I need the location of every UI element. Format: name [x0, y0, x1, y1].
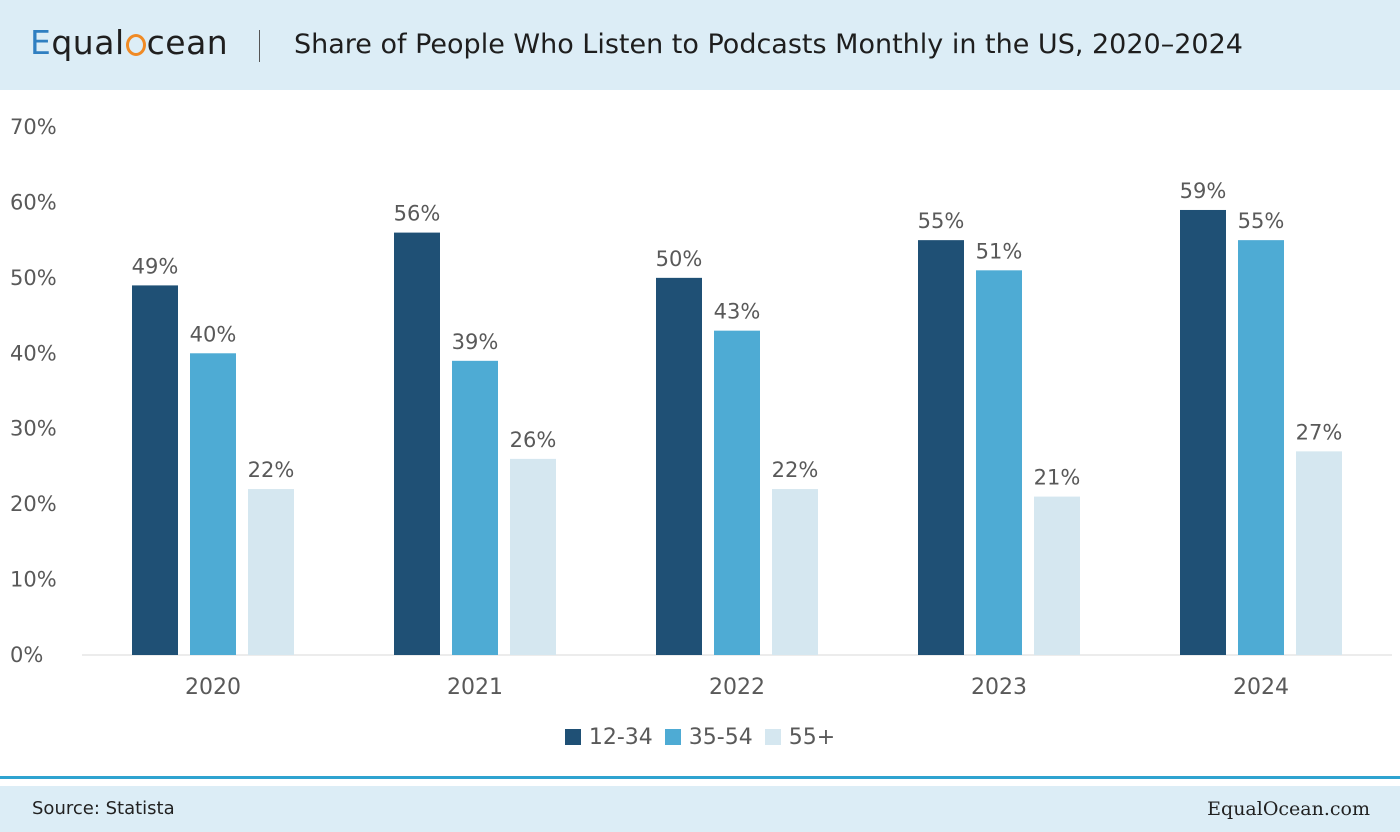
x-category-label: 2022: [709, 675, 765, 700]
bar-2024-12-34: [1180, 209, 1226, 655]
data-label: 26%: [510, 428, 557, 452]
source-note: Source: Statista: [32, 798, 175, 819]
legend-swatch-55-plus: [764, 729, 781, 745]
legend-label-55-plus: 55+: [788, 724, 836, 750]
data-label: 56%: [394, 202, 441, 226]
x-category-label: 2023: [971, 675, 1027, 700]
bar-2021-55+: [510, 458, 556, 655]
footer-bar: Source: Statista EqualOcean.com: [0, 786, 1400, 832]
logo-text-qual: qual: [51, 23, 125, 62]
bar-2023-55+: [1034, 496, 1080, 655]
legend-label-12-34: 12-34: [588, 724, 653, 750]
data-label: 55%: [1238, 209, 1285, 233]
header-separator: [259, 30, 260, 62]
data-label: 40%: [190, 322, 237, 346]
equalocean-logo: Equal cean: [30, 18, 228, 68]
x-category-label: 2024: [1233, 675, 1289, 700]
y-tick-label: 30%: [10, 417, 57, 441]
chart-title: Share of People Who Listen to Podcasts M…: [294, 29, 1243, 60]
y-tick-label: 0%: [10, 643, 43, 667]
legend-swatch-35-54: [664, 729, 681, 745]
y-tick-label: 10%: [10, 568, 57, 592]
bar-2023-12-34: [918, 240, 964, 655]
logo-e-letter: E: [30, 23, 52, 62]
data-label: 27%: [1296, 420, 1343, 444]
data-label: 39%: [452, 330, 499, 354]
bar-2024-35-54: [1238, 240, 1284, 655]
bar-2020-12-34: [132, 285, 178, 655]
legend-label-35-54: 35-54: [688, 724, 753, 750]
data-label: 22%: [248, 458, 295, 482]
bar-2020-35-54: [190, 353, 236, 655]
legend-item-55-plus: 55+: [764, 724, 836, 750]
header-bar: Equal cean Share of People Who Listen to …: [0, 0, 1400, 90]
bar-2021-12-34: [394, 232, 440, 655]
data-label: 22%: [772, 458, 819, 482]
data-label: 55%: [918, 209, 965, 233]
x-category-label: 2020: [185, 675, 241, 700]
data-label: 49%: [132, 254, 179, 278]
data-label: 50%: [656, 247, 703, 271]
data-label: 21%: [1034, 466, 1081, 490]
y-tick-label: 50%: [10, 266, 57, 290]
data-label: 59%: [1180, 179, 1227, 203]
bar-2023-35-54: [976, 270, 1022, 655]
bar-2024-55+: [1296, 451, 1342, 655]
x-category-label: 2021: [447, 675, 503, 700]
bar-2020-55+: [248, 489, 294, 655]
y-tick-label: 70%: [10, 115, 57, 139]
bar-2022-55+: [772, 489, 818, 655]
y-tick-label: 20%: [10, 492, 57, 516]
logo-o-ring-icon: [125, 34, 146, 56]
bar-2022-35-54: [714, 330, 760, 655]
chart-legend: 12-34 35-54 55+: [0, 722, 1400, 752]
bar-chart: 0% 10% 20% 30% 40% 50% 60% 70% 49% 40% 22% 2020 56% 3…: [10, 115, 1392, 700]
footer-accent-line: [0, 776, 1400, 779]
bar-2021-35-54: [452, 360, 498, 655]
legend-swatch-12-34: [564, 729, 581, 745]
legend-item-12-34: 12-34: [564, 724, 653, 750]
y-tick-label: 60%: [10, 190, 57, 214]
site-url: EqualOcean.com: [1207, 798, 1370, 820]
bar-2022-12-34: [656, 277, 702, 655]
data-label: 51%: [976, 239, 1023, 263]
data-label: 43%: [714, 300, 761, 324]
logo-text-cean: cean: [146, 23, 229, 62]
y-tick-label: 40%: [10, 341, 57, 365]
legend-item-35-54: 35-54: [664, 724, 753, 750]
